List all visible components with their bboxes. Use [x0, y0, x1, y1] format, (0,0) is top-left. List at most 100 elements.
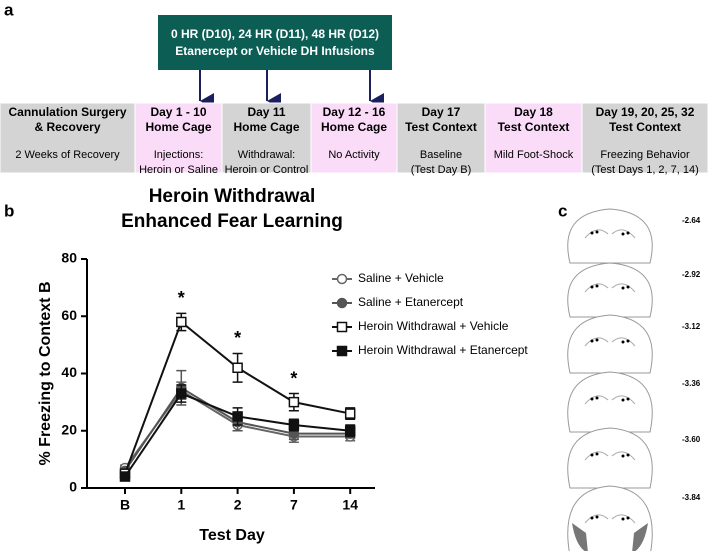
- ventricle: [632, 523, 648, 551]
- chart-title: Enhanced Fear Learning: [121, 211, 343, 232]
- timeline-desc: Withdrawal:: [238, 149, 295, 161]
- section-outline: [567, 427, 653, 489]
- marker: [336, 297, 348, 309]
- marker: [232, 411, 243, 422]
- timeline-desc: Heroin or Saline: [139, 164, 218, 176]
- panel-label: a: [4, 0, 14, 19]
- timeline-desc: 2 Weeks of Recovery: [15, 149, 120, 161]
- marker: [176, 316, 187, 328]
- panel-label: b: [4, 201, 14, 220]
- timeline-title: Day 17: [422, 105, 461, 119]
- cannula-dot: [590, 397, 594, 401]
- marker: [232, 362, 243, 374]
- cannula-dot: [595, 515, 599, 519]
- timeline-desc: (Test Day B): [411, 164, 472, 176]
- x-tick-label: B: [120, 497, 130, 513]
- marker: [288, 396, 300, 408]
- timeline-desc: Baseline: [420, 149, 462, 161]
- infusion-text: 0 HR (D10), 24 HR (D11), 48 HR (D12): [171, 27, 379, 41]
- timeline-title: Home Cage: [145, 120, 211, 134]
- section-label: -3.60: [682, 435, 701, 444]
- cannula-dot: [590, 453, 594, 457]
- hippocampus: [584, 514, 636, 524]
- cannula-dot: [626, 516, 630, 520]
- infusion-text: Etanercept or Vehicle DH Infusions: [175, 44, 375, 58]
- y-tick-label: 20: [61, 421, 77, 437]
- timeline-box: [581, 102, 708, 174]
- cannula-dot: [590, 516, 594, 520]
- hippocampus: [584, 283, 636, 293]
- timeline-title: Day 1 - 10: [150, 105, 206, 119]
- x-axis-label: Test Day: [199, 527, 265, 544]
- timeline-title: Test Context: [405, 120, 477, 134]
- marker: [344, 408, 356, 419]
- arrows: [199, 70, 384, 109]
- hippocampus: [584, 395, 636, 405]
- section-label: -3.12: [682, 322, 701, 331]
- significance: *: [234, 328, 241, 348]
- chart-title: Heroin Withdrawal: [149, 186, 316, 207]
- timeline-box: [134, 102, 223, 174]
- hippocampus: [584, 229, 636, 239]
- timeline-title: Test Context: [498, 120, 570, 134]
- timeline-title: Home Cage: [321, 120, 387, 134]
- hippocampus: [584, 451, 636, 461]
- timeline-title: Day 12 - 16: [323, 105, 386, 119]
- legend-label: Saline + Etanercept: [358, 295, 464, 309]
- cannula-dot: [595, 396, 599, 400]
- marker: [336, 345, 348, 357]
- timeline-title: Home Cage: [233, 120, 299, 134]
- marker: [176, 388, 187, 399]
- cannula-dot: [595, 338, 599, 342]
- timeline-box: [310, 102, 398, 174]
- significance: *: [178, 288, 185, 308]
- x-tick-label: 2: [234, 497, 242, 513]
- timeline-box: [221, 102, 312, 174]
- section-label: -3.84: [682, 493, 701, 502]
- legend-label: Saline + Vehicle: [358, 271, 444, 285]
- cannula-dot: [590, 231, 594, 235]
- cannula-dot: [621, 398, 625, 402]
- x-tick-label: 14: [342, 497, 358, 513]
- cannula-dot: [626, 453, 630, 457]
- y-tick-label: 40: [61, 364, 77, 380]
- timeline-title: & Recovery: [34, 120, 100, 134]
- marker: [336, 321, 348, 333]
- timeline-title: Day 18: [514, 105, 553, 119]
- cannula-dot: [626, 339, 630, 343]
- brain-sections: -2.64 -2.92 -3.12 -3.36 -3.60 -3.84: [567, 208, 701, 551]
- section-outline: [567, 262, 653, 318]
- timeline-title: Cannulation Surgery: [8, 105, 126, 119]
- marker: [344, 425, 356, 436]
- timeline-title: Test Context: [609, 120, 681, 134]
- cannula-dot: [590, 339, 594, 343]
- marker: [336, 273, 348, 285]
- timeline-desc: (Test Days 1, 2, 7, 14): [591, 164, 699, 176]
- timeline: Cannulation Surgery& Recovery 2 Weeks of …: [0, 102, 708, 176]
- hippocampus: [584, 337, 636, 347]
- timeline-box: [0, 102, 136, 174]
- cannula-dot: [595, 452, 599, 456]
- cannula-dot: [621, 286, 625, 290]
- ventricle: [572, 523, 588, 551]
- section-label: -2.64: [682, 216, 701, 225]
- cannula-dot: [621, 454, 625, 458]
- cannula-dot: [621, 232, 625, 236]
- cannula-dot: [590, 285, 594, 289]
- timeline-desc: Mild Foot-Shock: [494, 149, 574, 161]
- cannula-dot: [626, 397, 630, 401]
- infusion-box: [158, 15, 392, 70]
- cannula-dot: [621, 340, 625, 344]
- timeline-title: Day 11: [247, 105, 285, 119]
- section-outline: [567, 208, 653, 264]
- marker: [288, 419, 300, 431]
- y-tick-label: 60: [61, 307, 77, 323]
- y-tick-label: 80: [61, 250, 77, 266]
- timeline-title: Day 19, 20, 25, 32: [596, 105, 695, 119]
- legend-label: Heroin Withdrawal + Etanercept: [358, 343, 528, 357]
- legend-label: Heroin Withdrawal + Vehicle: [358, 319, 509, 333]
- timeline-desc: No Activity: [328, 149, 380, 161]
- significance: *: [290, 368, 297, 388]
- section-outline: [567, 314, 653, 374]
